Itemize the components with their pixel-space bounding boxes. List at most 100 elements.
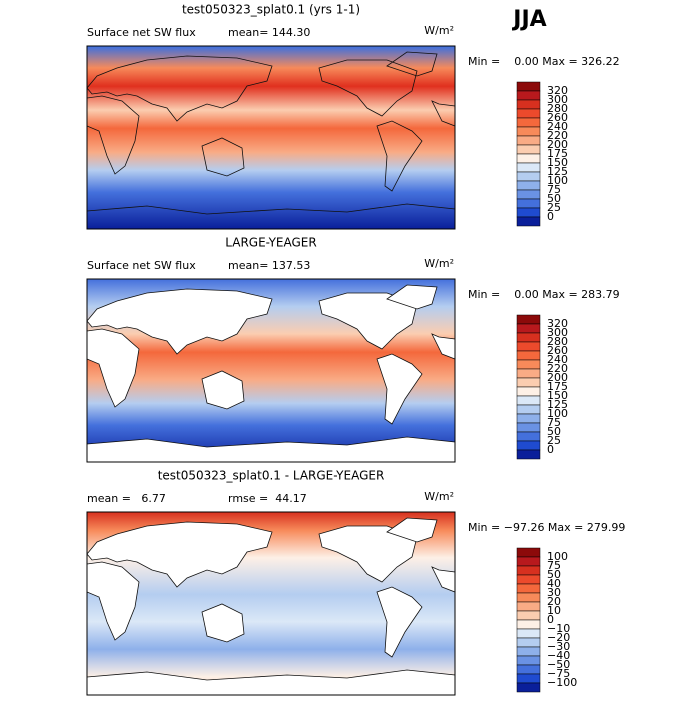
- colorbar-box: [516, 619, 541, 630]
- colorbar-box: [516, 162, 541, 173]
- colorbar-box: [516, 628, 541, 639]
- colorbar-label: 50: [547, 568, 561, 581]
- season-label: JJA: [511, 7, 546, 32]
- colorbar-label: 40: [547, 577, 561, 590]
- colorbar-box: [516, 386, 541, 397]
- colorbar-box: [516, 664, 541, 675]
- continent: [386, 51, 438, 77]
- colorbar-label: −10: [547, 622, 570, 635]
- colorbar-box: [516, 332, 541, 343]
- range: Min = 0.00 Max = 326.22: [468, 55, 620, 68]
- colorbar-box: [516, 377, 541, 388]
- continent: [86, 521, 273, 588]
- colorbar-label: 100: [547, 550, 568, 563]
- continent: [201, 603, 245, 643]
- colorbar-label: 300: [547, 93, 568, 106]
- continent: [86, 328, 140, 408]
- colorbar-label: 125: [547, 398, 568, 411]
- colorbar-label: −20: [547, 631, 570, 644]
- colorbar-label: 10: [547, 604, 561, 617]
- colorbar-label: 150: [547, 156, 568, 169]
- colorbar-box: [516, 198, 541, 209]
- panel-title: LARGE-YEAGER: [225, 236, 316, 250]
- colorbar-box: [516, 90, 541, 101]
- colorbar-box: [516, 601, 541, 612]
- colorbar-label: 50: [547, 192, 561, 205]
- colorbar-box: [516, 413, 541, 424]
- colorbar-label: 280: [547, 102, 568, 115]
- colorbar-box: [516, 682, 541, 693]
- colorbar-label: 240: [547, 353, 568, 366]
- continent: [376, 353, 423, 425]
- colorbar-label: −75: [547, 667, 570, 680]
- colorbar-label: 0: [547, 210, 554, 223]
- map-field: [87, 46, 455, 229]
- colorbar-box: [516, 368, 541, 379]
- colorbar-box: [516, 449, 541, 460]
- land: [86, 284, 456, 463]
- colorbar-label: 280: [547, 335, 568, 348]
- units: W/m²: [424, 490, 454, 503]
- colorbar-box: [516, 583, 541, 594]
- colorbar-box: [516, 135, 541, 146]
- colorbar-label: 200: [547, 371, 568, 384]
- panel-label: Surface net SW flux: [87, 26, 196, 39]
- colorbar-label: 150: [547, 389, 568, 402]
- colorbar-label: −30: [547, 640, 570, 653]
- colorbar-label: 75: [547, 559, 561, 572]
- range: Min = −97.26 Max = 279.99: [468, 521, 625, 534]
- colorbar-box: [516, 395, 541, 406]
- colorbar-box: [516, 144, 541, 155]
- colorbar-box: [516, 574, 541, 585]
- colorbar-label: 220: [547, 362, 568, 375]
- colorbar-label: 320: [547, 317, 568, 330]
- map-frame: [86, 278, 456, 463]
- colorbar-box: [516, 404, 541, 415]
- colorbar-box: [516, 153, 541, 164]
- colorbar-box: [516, 592, 541, 603]
- panel-title: test050323_splat0.1 (yrs 1-1): [182, 3, 360, 17]
- colorbar-box: [516, 180, 541, 191]
- panel-stat: mean= 137.53: [228, 259, 310, 272]
- continent: [318, 292, 418, 350]
- colorbar-box: [516, 117, 541, 128]
- colorbar-label: 220: [547, 129, 568, 142]
- continent: [376, 586, 423, 658]
- continent: [318, 59, 418, 117]
- continent: [86, 561, 140, 641]
- colorbar-label: 260: [547, 111, 568, 124]
- colorbar-label: 20: [547, 595, 561, 608]
- colorbar-box: [516, 359, 541, 370]
- continent: [86, 95, 140, 175]
- colorbar-label: 320: [547, 84, 568, 97]
- colorbar-box: [516, 610, 541, 621]
- colorbar-box: [516, 556, 541, 567]
- continent: [86, 55, 273, 122]
- colorbar-label: 260: [547, 344, 568, 357]
- colorbar-label: 125: [547, 165, 568, 178]
- colorbar-label: 175: [547, 147, 568, 160]
- colorbar-label: 0: [547, 613, 554, 626]
- colorbar-label: −50: [547, 658, 570, 671]
- colorbar-box: [516, 341, 541, 352]
- colorbar-box: [516, 637, 541, 648]
- colorbar-box: [516, 565, 541, 576]
- colorbar-box: [516, 547, 541, 558]
- colorbar-box: [516, 99, 541, 110]
- panel-label: Surface net SW flux: [87, 259, 196, 272]
- colorbar-box: [516, 323, 541, 334]
- colorbar-label: 0: [547, 443, 554, 456]
- units: W/m²: [424, 24, 454, 37]
- colorbar-label: 25: [547, 434, 561, 447]
- colorbar-box: [516, 646, 541, 657]
- colorbar-label: 100: [547, 407, 568, 420]
- colorbar-box: [516, 673, 541, 684]
- colorbar-box: [516, 440, 541, 451]
- panel-stat: rmse = 44.17: [228, 492, 307, 505]
- colorbar-label: 30: [547, 586, 561, 599]
- map-frame: [86, 45, 456, 230]
- colorbar-box: [516, 171, 541, 182]
- colorbar-label: 75: [547, 183, 561, 196]
- map-frame: [86, 511, 456, 696]
